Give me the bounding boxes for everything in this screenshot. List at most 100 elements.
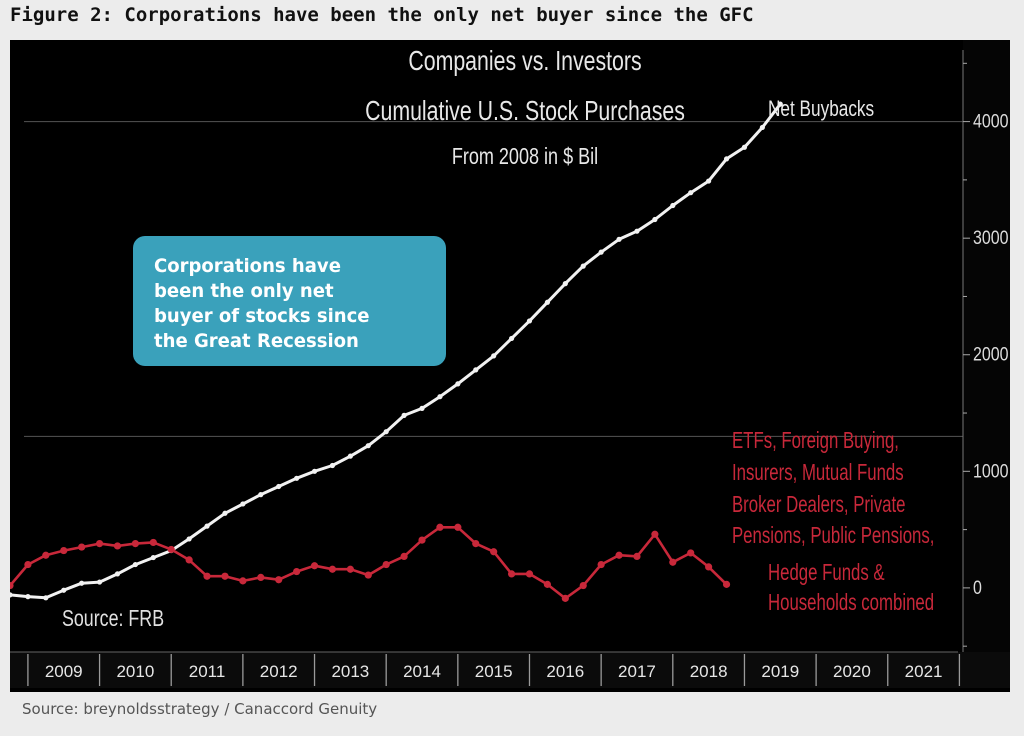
- series-other-investors-point: [346, 565, 354, 573]
- series-label-net-buybacks: Net Buybacks: [768, 97, 874, 122]
- series-other-investors-point: [203, 572, 211, 580]
- series-other-investors-point: [131, 539, 139, 548]
- series-net-buybacks-point: [114, 571, 121, 577]
- y-tick-label: 0: [973, 577, 982, 599]
- series-net-buybacks-point: [759, 124, 765, 131]
- series-net-buybacks-point: [365, 443, 371, 449]
- series-net-buybacks-point: [401, 412, 407, 418]
- series-other-investors-point: [561, 594, 569, 602]
- series-net-buybacks-point: [526, 318, 533, 324]
- series-net-buybacks-point: [96, 579, 103, 585]
- callout-box: [133, 236, 446, 366]
- series-other-investors-point: [78, 543, 86, 551]
- series-other-investors-point: [60, 546, 68, 555]
- series-net-buybacks-point: [150, 554, 156, 561]
- series-other-investors-point: [651, 530, 659, 538]
- series-other-investors-point: [275, 576, 283, 584]
- series-net-buybacks-point: [204, 523, 210, 529]
- series-net-buybacks-point: [419, 405, 425, 411]
- series-label-other-investors: Pensions, Public Pensions,: [732, 524, 934, 549]
- series-net-buybacks-point: [276, 483, 282, 490]
- chart-title-line: From 2008 in $ Bil: [452, 144, 598, 170]
- series-net-buybacks-point: [634, 228, 640, 234]
- series-other-investors-point: [543, 580, 552, 588]
- series-other-investors-point: [257, 573, 265, 581]
- x-tick-label: 2013: [331, 662, 369, 681]
- series-other-investors-point: [95, 539, 104, 548]
- series-net-buybacks-point: [347, 453, 353, 459]
- series-net-buybacks-line: [10, 103, 782, 600]
- series-net-buybacks-point: [777, 101, 783, 107]
- x-axis-bar: [10, 652, 1010, 688]
- series-label-other-investors: Broker Dealers, Private: [732, 493, 905, 518]
- series-other-investors-point: [328, 565, 337, 573]
- x-tick-label: 2015: [475, 662, 513, 681]
- x-tick-label: 2018: [690, 662, 728, 681]
- series-other-investors-point: [239, 577, 247, 585]
- y-tick-label: 4000: [973, 110, 1009, 132]
- series-net-buybacks-point: [580, 263, 586, 269]
- series-label-other-investors: Insurers, Mutual Funds: [732, 461, 904, 486]
- series-net-buybacks-point: [455, 381, 461, 387]
- source-note: Source: breynoldsstrategy / Canaccord Ge…: [22, 700, 378, 718]
- series-other-investors-point: [669, 558, 677, 566]
- series-net-buybacks-point: [473, 367, 479, 373]
- y-tick-label: 2000: [973, 343, 1009, 365]
- y-tick-label: 1000: [973, 460, 1009, 482]
- series-other-investors-point: [10, 581, 14, 590]
- series-net-buybacks-point: [491, 353, 497, 359]
- series-net-buybacks-point: [311, 468, 318, 474]
- series-net-buybacks-point: [258, 492, 264, 498]
- x-tick-label: 2011: [189, 662, 226, 681]
- series-net-buybacks-point: [10, 592, 13, 598]
- series-net-buybacks-point: [437, 394, 443, 400]
- series-net-buybacks-point: [294, 475, 300, 481]
- series-other-investors-point: [418, 536, 426, 544]
- series-net-buybacks-point: [186, 536, 192, 542]
- x-tick-label: 2021: [905, 662, 943, 681]
- series-net-buybacks-point: [562, 281, 568, 287]
- series-net-buybacks-point: [240, 501, 246, 507]
- series-other-investors-point: [185, 556, 193, 564]
- series-net-buybacks-point: [132, 561, 138, 568]
- callout-text-line: the Great Recession: [154, 331, 359, 353]
- series-net-buybacks-point: [43, 595, 49, 601]
- series-other-investors-point: [633, 552, 641, 561]
- series-other-investors-point: [167, 545, 175, 554]
- y-axis-background: [963, 40, 1010, 652]
- series-net-buybacks-point: [688, 190, 694, 196]
- x-tick-label: 2014: [403, 662, 441, 681]
- series-other-investors-point: [42, 551, 50, 559]
- series-other-investors-point: [705, 563, 713, 571]
- chart-svg: 0 1000 2000 3000 4000 2009 2010 2011 2012 2013 201…: [10, 40, 1010, 692]
- x-tick-label: 2017: [618, 662, 656, 681]
- callout-text-line: Corporations have: [154, 256, 341, 278]
- series-net-buybacks-point: [598, 249, 604, 255]
- x-tick-label: 2010: [116, 662, 154, 681]
- series-net-buybacks-point: [383, 429, 389, 435]
- series-other-investors-point: [400, 552, 408, 561]
- series-other-investors-point: [221, 572, 229, 580]
- figure-title: Figure 2: Corporations have been the onl…: [10, 4, 754, 26]
- chart-container: 0 1000 2000 3000 4000 2009 2010 2011 2012 2013 201…: [10, 40, 1010, 692]
- series-other-investors-point: [113, 542, 122, 550]
- chart-title-line: Companies vs. Investors: [408, 47, 641, 77]
- series-other-investors-point: [24, 560, 32, 569]
- series-net-buybacks-point: [79, 580, 85, 586]
- series-net-buybacks-point: [329, 462, 336, 469]
- series-other-investors-point: [687, 549, 695, 557]
- series-other-investors-point: [472, 539, 480, 548]
- series-other-investors-point: [615, 551, 623, 559]
- y-tick-label: 3000: [973, 227, 1009, 249]
- series-other-investors-point: [490, 548, 498, 556]
- series-other-investors-point: [149, 538, 157, 547]
- series-other-investors-point: [507, 570, 516, 578]
- callout-text-line: been the only net: [154, 281, 334, 303]
- series-other-investors-point: [293, 567, 301, 576]
- series-net-buybacks-point: [25, 594, 31, 600]
- series-net-buybacks-point: [652, 216, 658, 223]
- chart-title-line: Cumulative U.S. Stock Purchases: [365, 97, 685, 127]
- series-label-other-investors: ETFs, Foreign Buying,: [732, 429, 899, 454]
- series-other-investors-point: [364, 571, 372, 579]
- series-label-other-investors: Hedge Funds &: [768, 561, 885, 586]
